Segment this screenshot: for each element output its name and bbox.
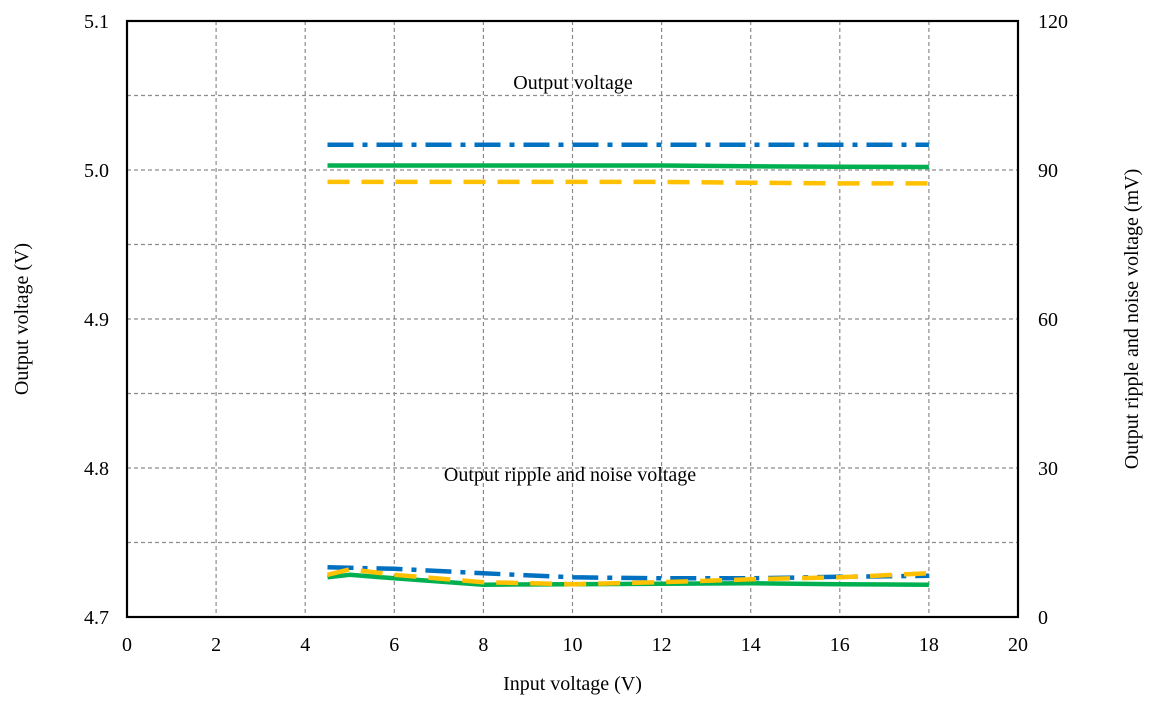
y-tick-label: 5.1 (84, 11, 109, 33)
y-axis-title: Output voltage (V) (11, 243, 33, 395)
x-tick-label: 12 (652, 634, 672, 656)
grid (127, 21, 1018, 617)
y2-tick-label: 0 (1038, 607, 1048, 629)
x-tick-label: 18 (919, 634, 939, 656)
series-line-voltage-3 (327, 179, 929, 186)
x-tick-label: 14 (741, 634, 761, 656)
x-tick-label: 4 (300, 634, 310, 656)
y2-axis-title: Output ripple and noise voltage (mV) (1121, 169, 1143, 470)
x-tick-label: 2 (211, 634, 221, 656)
series-line-ripple-6 (326, 567, 930, 587)
x-axis-title: Input voltage (V) (503, 673, 642, 695)
y2-tick-label: 60 (1038, 309, 1058, 331)
x-tick-label: 6 (389, 634, 399, 656)
series-line-ripple-4 (327, 565, 929, 581)
y-tick-label: 5.0 (84, 160, 109, 182)
annotation-ripple-noise: Output ripple and noise voltage (444, 464, 696, 486)
plot-frame (125, 19, 1020, 619)
x-tick-label: 8 (478, 634, 488, 656)
x-tick-label: 20 (1008, 634, 1028, 656)
x-tick-label: 16 (830, 634, 850, 656)
y2-tick-label: 30 (1038, 458, 1058, 480)
series-line-voltage-2 (327, 163, 929, 170)
x-tick-label: 10 (563, 634, 583, 656)
y2-tick-label: 90 (1038, 160, 1058, 182)
y2-tick-label: 120 (1038, 11, 1068, 33)
y-tick-label: 4.7 (84, 607, 109, 629)
series-layer (326, 142, 930, 587)
tick-labels: 0 2 4 6 8 10 12 14 16 18 20 4.7 4.8 4.9 5.0 5.1 0 30 60 90 1… (84, 11, 1068, 656)
y-tick-label: 4.8 (84, 458, 109, 480)
y-tick-label: 4.9 (84, 309, 109, 331)
x-tick-label: 0 (122, 634, 132, 656)
annotation-output-voltage: Output voltage (513, 72, 633, 94)
